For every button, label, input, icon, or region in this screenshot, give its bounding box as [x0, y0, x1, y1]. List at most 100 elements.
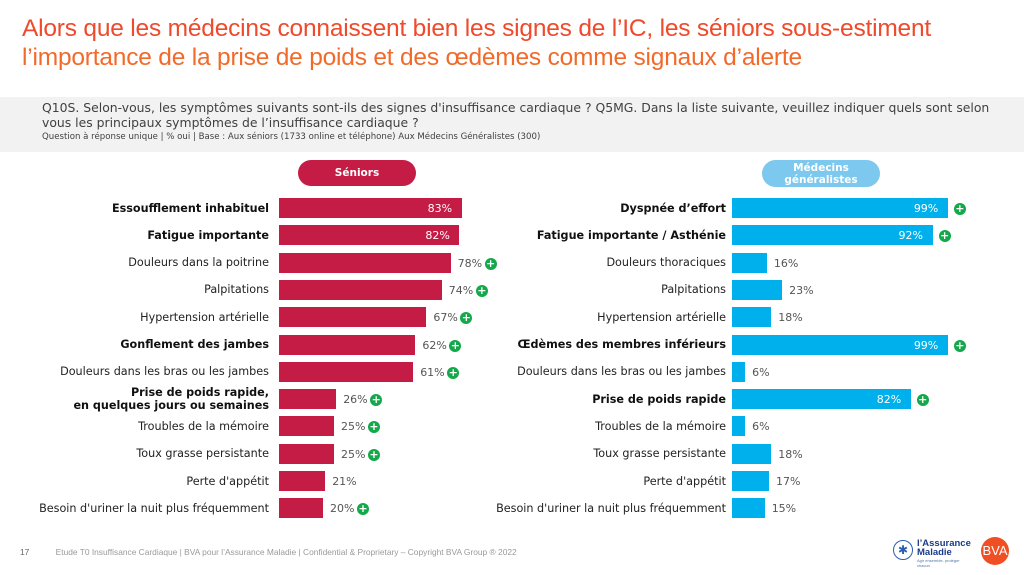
seniors-category-label: Troubles de la mémoire: [138, 419, 269, 433]
medecins-category-label: Besoin d'uriner la nuit plus fréquemment: [496, 501, 726, 515]
seniors-value-label: 83%: [427, 202, 453, 215]
significance-plus-icon: +: [916, 393, 929, 407]
medecins-value-label: 18%: [778, 447, 803, 461]
footer-text: Etude T0 Insuffisance Cardiaque | BVA po…: [55, 547, 517, 557]
significance-plus-icon: +: [449, 338, 462, 352]
medecins-value-label: 15%: [771, 502, 797, 516]
medecins-bar: [732, 252, 767, 273]
bva-logo: BVA: [981, 537, 1009, 565]
seniors-bar: [279, 416, 334, 437]
medecins-category-label: Perte d'appétit: [643, 474, 726, 488]
significance-plus-icon: +: [368, 447, 380, 461]
significance-plus-icon: +: [368, 420, 380, 434]
medecins-category-label: Prise de poids rapide: [592, 392, 726, 406]
medecins-bar: [732, 307, 772, 328]
assurance-logo-line-1: l’Assurance: [917, 538, 971, 549]
seniors-bar: [279, 198, 462, 218]
seniors-value-label: 78%: [457, 256, 483, 270]
medecins-value-label: 18%: [778, 311, 803, 325]
slide-title: Alors que les médecins connaissent bien …: [22, 14, 1012, 72]
question-box: [0, 97, 1024, 152]
seniors-value-label: 82%: [425, 229, 450, 243]
seniors-bar: [279, 252, 451, 273]
assurance-logo-line-2: Maladie: [917, 547, 952, 558]
seniors-category-label: Douleurs dans les bras ou les jambes: [60, 365, 269, 379]
significance-plus-icon: +: [370, 393, 383, 407]
significance-plus-icon: +: [475, 283, 488, 297]
seniors-category-label: Gonflement des jambes: [120, 338, 269, 351]
seniors-header-pill: Séniors: [298, 160, 416, 186]
seniors-category-label: Perte d'appétit: [186, 474, 269, 488]
slide-title-line-1: Alors que les médecins connaissent bien …: [22, 15, 932, 42]
significance-plus-icon: +: [484, 256, 497, 270]
page-number: 17: [20, 547, 30, 557]
medecins-category-label: Troubles de la mémoire: [595, 419, 726, 433]
medecins-bar: [732, 225, 933, 246]
medecins-bar: [732, 279, 783, 300]
medecins-bar: [732, 498, 765, 519]
runner-icon: ✱: [893, 540, 913, 560]
significance-plus-icon: +: [953, 202, 966, 215]
seniors-bar: [279, 471, 326, 491]
medecins-category-label: Palpitations: [661, 283, 726, 297]
medecins-category-label: Œdèmes des membres inférieurs: [517, 338, 726, 351]
significance-plus-icon: +: [938, 229, 951, 243]
slide-title-line-2: l’importance de la prise de poids et des…: [22, 44, 802, 71]
medecins-value-label: 99%: [913, 202, 939, 215]
assurance-logo-tagline: Agir ensemble, protéger chacun: [917, 558, 960, 568]
medecins-value-label: 17%: [776, 475, 801, 488]
significance-plus-icon: +: [447, 365, 460, 379]
seniors-category-label: Fatigue importante: [147, 228, 269, 242]
medecins-category-label: Douleurs thoraciques: [606, 256, 726, 270]
seniors-bar: [279, 498, 323, 519]
seniors-value-label: 74%: [448, 283, 474, 297]
seniors-value-label: 61%: [420, 365, 445, 379]
medecins-value-label: 6%: [752, 420, 770, 434]
medecins-bar: [732, 471, 770, 491]
medecins-bar: [732, 198, 948, 218]
seniors-category-label: Prise de poids rapide, en quelques jours…: [73, 386, 269, 413]
seniors-category-label: Toux grasse persistante: [136, 447, 269, 461]
seniors-category-label: Essoufflement inhabituel: [111, 201, 269, 215]
medecins-category-label: Hypertension artérielle: [597, 310, 726, 324]
seniors-category-label: Palpitations: [204, 283, 269, 297]
seniors-value-label: 62%: [422, 338, 447, 352]
seniors-bar: [279, 307, 427, 328]
significance-plus-icon: +: [460, 311, 473, 325]
footer: 17 Etude T0 Insuffisance Cardiaque | BVA…: [20, 547, 517, 557]
seniors-bar: [279, 389, 337, 410]
question-text: Q10S. Selon-vous, les symptômes suivants…: [42, 100, 990, 130]
seniors-value-label: 20%: [330, 502, 355, 516]
seniors-bar: [279, 334, 416, 355]
seniors-bar: [279, 225, 460, 246]
medecins-bar: [732, 416, 746, 437]
significance-plus-icon: +: [357, 502, 369, 516]
medecins-value-label: 16%: [773, 256, 799, 270]
assurance-maladie-logo: ✱ l’Assurance Maladie Agir ensemble, pro…: [893, 538, 971, 568]
question-subtext: Question à réponse unique | % oui | Base…: [42, 132, 541, 142]
medecins-category-label: Dyspnée d’effort: [620, 201, 726, 215]
medecins-category-label: Fatigue importante / Asthénie: [536, 228, 726, 242]
seniors-bar: [279, 361, 414, 382]
medecins-value-label: 99%: [913, 338, 939, 352]
significance-plus-icon: +: [953, 338, 966, 352]
seniors-category-label: Besoin d'uriner la nuit plus fréquemment: [39, 501, 269, 515]
medecins-value-label: 23%: [789, 283, 814, 297]
medecins-bar: [732, 334, 948, 355]
seniors-category-label: Hypertension artérielle: [140, 310, 269, 324]
seniors-value-label: 25%: [341, 447, 366, 461]
seniors-value-label: 25%: [341, 420, 366, 434]
medecins-value-label: 82%: [876, 393, 902, 407]
medecins-value-label: 92%: [898, 229, 923, 243]
medecins-header-pill: Médecins généralistes: [762, 160, 880, 187]
medecins-value-label: 6%: [752, 365, 770, 379]
seniors-bar: [279, 443, 334, 464]
seniors-value-label: 67%: [433, 311, 458, 325]
medecins-category-label: Toux grasse persistante: [593, 447, 726, 461]
medecins-bar: [732, 389, 911, 410]
seniors-value-label: 26%: [343, 393, 368, 407]
medecins-bar: [732, 443, 772, 464]
seniors-bar: [279, 279, 442, 300]
seniors-category-label: Douleurs dans la poitrine: [128, 256, 269, 270]
